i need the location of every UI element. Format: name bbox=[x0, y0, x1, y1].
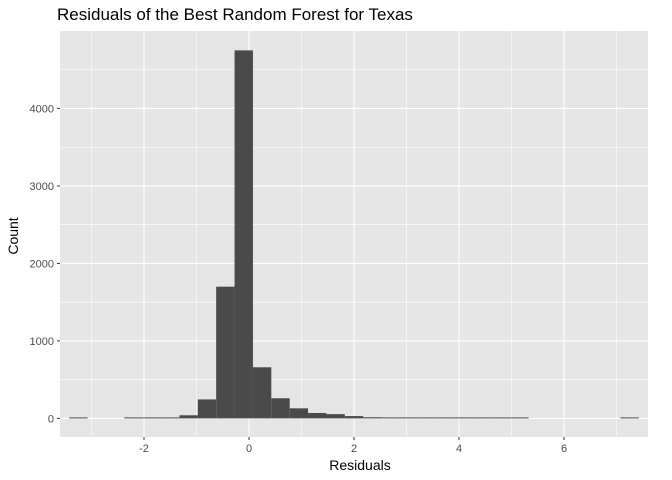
y-axis: 0 1000 2000 3000 4000 bbox=[30, 103, 60, 425]
x-tick-label: 6 bbox=[561, 443, 567, 455]
histogram-bar bbox=[473, 417, 492, 419]
histogram-bar bbox=[179, 415, 198, 419]
x-tick-label: 0 bbox=[246, 443, 252, 455]
y-tick-label: 0 bbox=[48, 413, 54, 425]
histogram-bar bbox=[271, 398, 290, 419]
histogram-bar bbox=[216, 286, 235, 419]
histogram-bar bbox=[455, 417, 474, 419]
x-tick-label: -2 bbox=[139, 443, 149, 455]
histogram-bar bbox=[510, 417, 529, 419]
y-tick-label: 1000 bbox=[30, 336, 54, 348]
histogram-bar bbox=[252, 367, 272, 419]
histogram-bar bbox=[399, 417, 419, 419]
chart-title: Residuals of the Best Random Forest for … bbox=[57, 5, 413, 24]
histogram-bar bbox=[381, 417, 400, 419]
histogram-bar bbox=[161, 417, 180, 419]
histogram-bar bbox=[124, 417, 143, 419]
histogram-bar bbox=[491, 417, 511, 419]
histogram-bar bbox=[308, 412, 327, 419]
y-axis-title: Count bbox=[5, 217, 21, 254]
histogram-bar bbox=[142, 417, 162, 419]
histogram-bar bbox=[620, 417, 639, 419]
y-tick-label: 4000 bbox=[30, 103, 54, 115]
histogram-bar bbox=[326, 414, 345, 419]
histogram-bar bbox=[344, 416, 364, 419]
histogram-bar bbox=[289, 408, 309, 419]
histogram-bar bbox=[436, 417, 456, 419]
plot-panel bbox=[60, 31, 648, 437]
histogram-bar bbox=[197, 399, 217, 419]
x-tick-label: 2 bbox=[351, 443, 357, 455]
x-tick-label: 4 bbox=[456, 443, 462, 455]
x-axis-title: Residuals bbox=[329, 457, 390, 473]
histogram-bars bbox=[69, 50, 639, 419]
y-tick-label: 3000 bbox=[30, 181, 54, 193]
histogram-bar bbox=[418, 417, 437, 419]
histogram-bar bbox=[363, 417, 382, 419]
histogram-bar bbox=[69, 417, 88, 419]
x-axis: -2 0 2 4 6 bbox=[139, 437, 567, 455]
histogram-bar bbox=[234, 50, 253, 419]
y-tick-label: 2000 bbox=[30, 258, 54, 270]
